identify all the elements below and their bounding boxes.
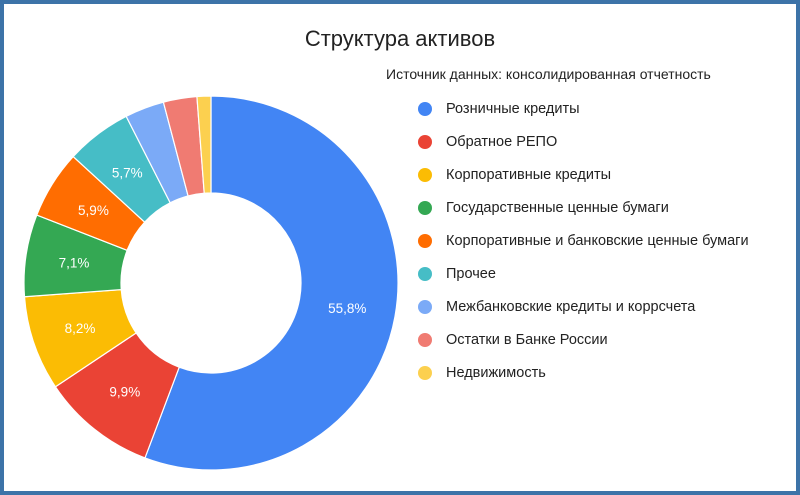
donut-slices	[23, 95, 399, 471]
slice-0	[144, 95, 399, 471]
legend-item-4: Корпоративные и банковские ценные бумаги	[418, 232, 758, 251]
legend-item-2: Корпоративные кредиты	[418, 166, 758, 185]
slice-8	[196, 95, 212, 194]
slice-label-4: 5,9%	[78, 203, 109, 218]
legend-label: Межбанковские кредиты и коррсчета	[446, 299, 696, 315]
legend-item-3: Государственные ценные бумаги	[418, 199, 758, 218]
legend-label: Остатки в Банке России	[446, 332, 608, 348]
legend-label: Обратное РЕПО	[446, 134, 558, 150]
legend-label: Корпоративные и банковские ценные бумаги	[446, 233, 749, 249]
legend-swatch	[418, 300, 432, 314]
legend-swatch	[418, 168, 432, 182]
legend-swatch	[418, 333, 432, 347]
legend-label: Розничные кредиты	[446, 101, 580, 117]
legend-swatch	[418, 135, 432, 149]
slice-label-0: 55,8%	[328, 301, 366, 316]
chart-subtitle: Источник данных: консолидированная отчет…	[386, 66, 711, 82]
legend-label: Государственные ценные бумаги	[446, 200, 669, 216]
donut-labels: 55,8% 9,9% 8,2% 7,1% 5,9% 5,7%	[59, 166, 367, 400]
legend-item-1: Обратное РЕПО	[418, 133, 758, 152]
legend-item-5: Прочее	[418, 265, 758, 284]
slice-label-5: 5,7%	[112, 166, 143, 181]
chart-title: Структура активов	[304, 26, 496, 51]
legend-swatch	[418, 102, 432, 116]
slice-label-3: 7,1%	[59, 255, 90, 270]
legend-item-7: Остатки в Банке России	[418, 331, 758, 350]
legend-swatch	[418, 201, 432, 215]
slice-label-1: 9,9%	[109, 384, 140, 399]
legend-item-6: Межбанковские кредиты и коррсчета	[418, 298, 758, 317]
legend-label: Прочее	[446, 266, 496, 282]
legend-label: Корпоративные кредиты	[446, 167, 612, 183]
legend-label: Недвижимость	[446, 365, 546, 381]
legend-item-0: Розничные кредиты	[418, 100, 758, 119]
legend-swatch	[418, 234, 432, 248]
legend-swatch	[418, 366, 432, 380]
legend-item-8: Недвижимость	[418, 364, 758, 383]
legend-swatch	[418, 267, 432, 281]
slice-label-2: 8,2%	[65, 321, 96, 336]
chart-legend: Розничные кредиты Обратное РЕПО Корпоратив…	[418, 100, 758, 397]
